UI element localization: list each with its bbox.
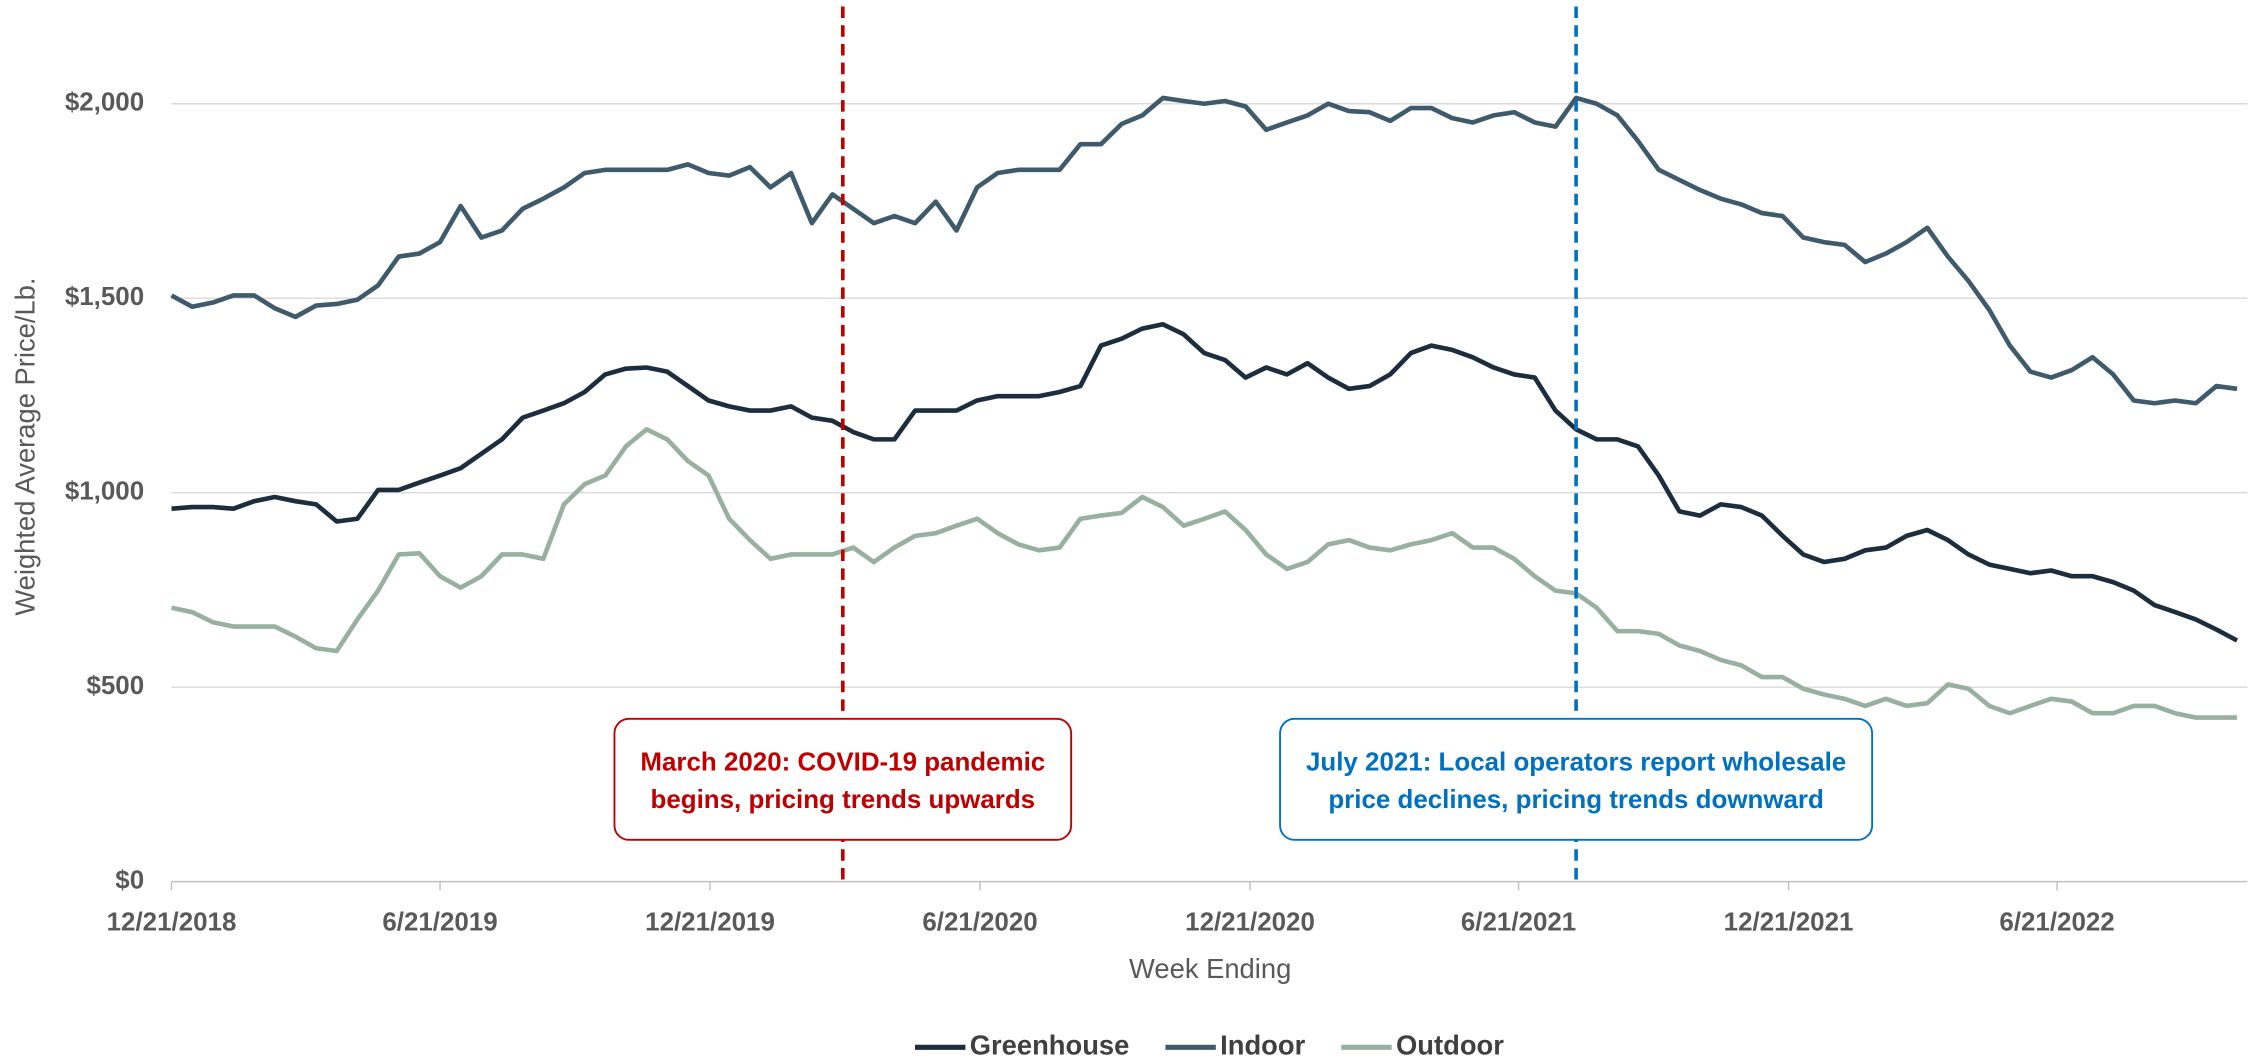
series-line <box>171 321 2239 643</box>
annotation: March 2020: COVID-19 pandemic begins, pri… <box>613 717 1073 841</box>
annotation-text: price declines, pricing trends downward <box>1328 786 1824 814</box>
x-tick-label: 12/21/2021 <box>1724 908 1854 936</box>
legend-label: Indoor <box>1220 1030 1305 1061</box>
x-tick-label: 12/21/2019 <box>645 908 775 936</box>
x-tick-label: 6/21/2020 <box>922 908 1037 936</box>
x-tick-label: 12/21/2020 <box>1185 908 1315 936</box>
y-tick-label: $1,000 <box>65 478 144 506</box>
series-line <box>170 95 2238 406</box>
series-line <box>171 426 2238 720</box>
x-tick-label: 6/21/2019 <box>382 908 497 936</box>
annotation-box <box>1279 717 1874 841</box>
y-tick-label: $500 <box>86 672 144 700</box>
y-tick-label: $0 <box>115 866 144 894</box>
x-tick-label: 6/21/2022 <box>1999 908 2114 936</box>
legend-label: Greenhouse <box>970 1030 1130 1061</box>
y-tick-label: $2,000 <box>65 89 144 117</box>
annotation: July 2021: Local operators report wholes… <box>1279 717 1874 841</box>
annotation-text: July 2021: Local operators report wholes… <box>1306 748 1846 776</box>
annotation-box <box>613 717 1073 841</box>
x-tick-label: 12/21/2018 <box>107 908 237 936</box>
annotation-text: begins, pricing trends upwards <box>651 786 1036 814</box>
x-axis-title: Week Ending <box>1129 953 1291 984</box>
legend: Greenhouse Indoor Outdoor <box>914 1030 1504 1061</box>
x-tick-label: 6/21/2021 <box>1461 908 1576 936</box>
legend-label: Outdoor <box>1396 1030 1504 1061</box>
y-tick-label: $1,500 <box>65 283 144 311</box>
y-axis-title: Weighted Average Price/Lb. <box>10 277 41 615</box>
annotation-text: March 2020: COVID-19 pandemic <box>640 748 1045 776</box>
